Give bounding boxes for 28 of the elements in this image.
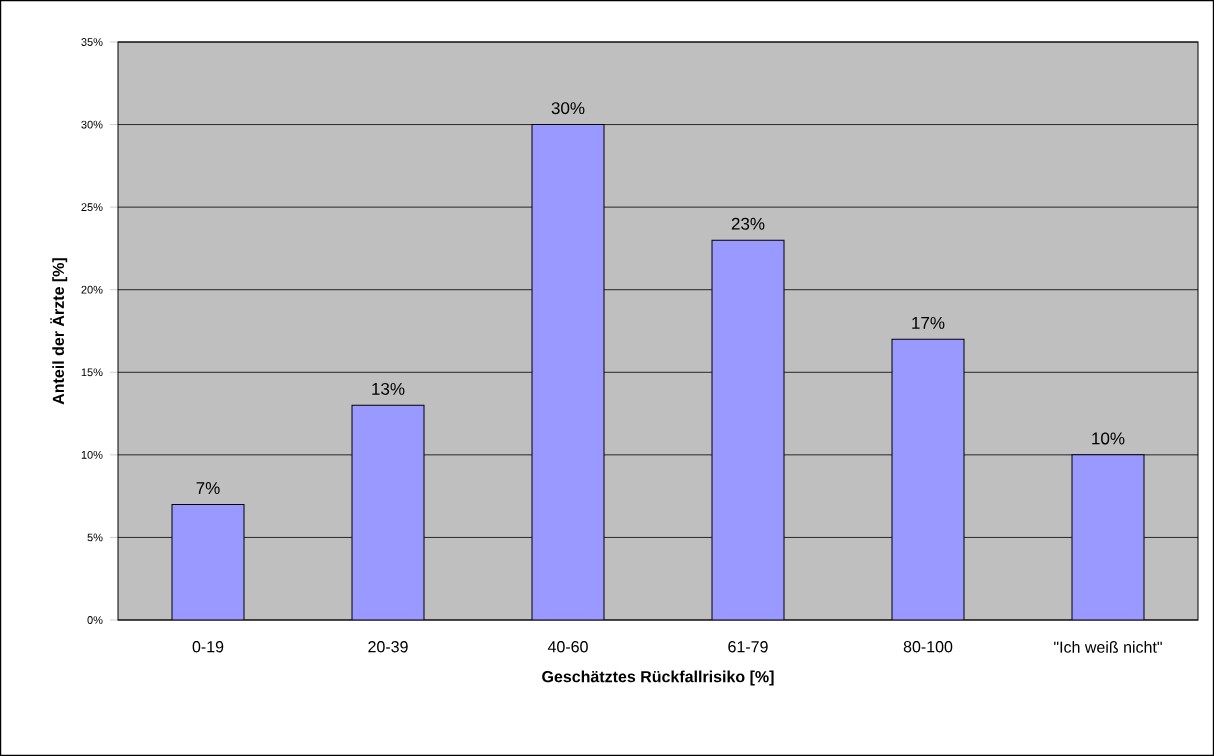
data-label: 17%: [912, 316, 945, 329]
bar: [351, 404, 425, 620]
data-label: 7%: [196, 482, 220, 494]
y-tick-label: 25%: [81, 203, 103, 212]
y-tick-label: 15%: [81, 368, 103, 377]
data-label: 30%: [551, 102, 585, 115]
x-tick-label: 80-100: [903, 641, 953, 653]
bar: [531, 124, 605, 620]
bar: [711, 239, 785, 620]
bar: [891, 338, 965, 620]
y-tick-label: 30%: [81, 120, 103, 129]
bar: [1071, 454, 1145, 620]
y-tick-label: 35%: [81, 38, 103, 46]
x-tick-label: 20-39: [368, 641, 408, 653]
y-tick-label: 0%: [87, 616, 103, 624]
data-label: 13%: [372, 382, 405, 395]
data-label: 23%: [731, 217, 765, 230]
x-tick-label: 61-79: [728, 641, 768, 653]
bar: [171, 503, 245, 620]
x-tick-label: "Ich weiß nicht": [1054, 641, 1162, 653]
x-axis-title: Geschätztes Rückfallrisiko [%]: [542, 670, 774, 686]
data-label: 10%: [1092, 432, 1125, 445]
y-tick-label: 5%: [87, 533, 103, 542]
y-axis-title: Anteil der Ärzte [%]: [50, 258, 68, 405]
x-tick-label: 40-60: [547, 641, 588, 653]
y-tick-label: 20%: [81, 285, 103, 294]
y-tick-label: 10%: [81, 450, 103, 459]
x-tick-label: 0-19: [192, 641, 224, 653]
